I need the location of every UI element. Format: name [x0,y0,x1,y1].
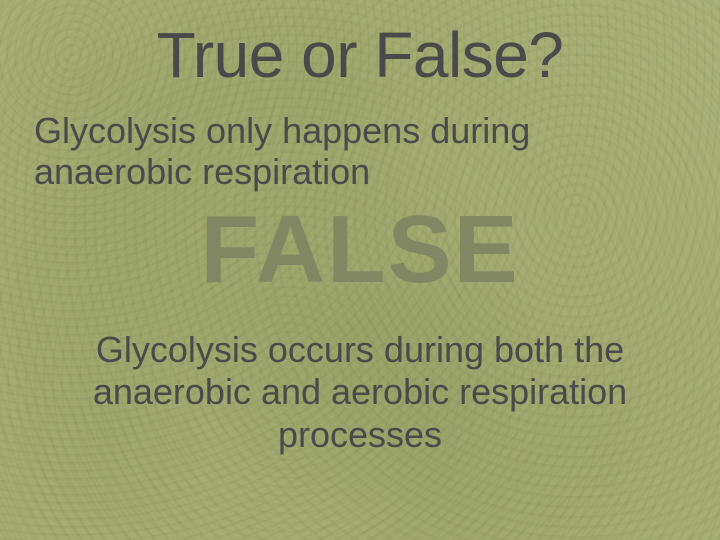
slide-title: True or False? [34,18,686,92]
answer-text: FALSE [34,195,686,305]
explanation-text: Glycolysis occurs during both the anaero… [34,329,686,456]
slide-content: True or False? Glycolysis only happens d… [0,0,720,540]
question-text: Glycolysis only happens during anaerobic… [34,110,686,193]
